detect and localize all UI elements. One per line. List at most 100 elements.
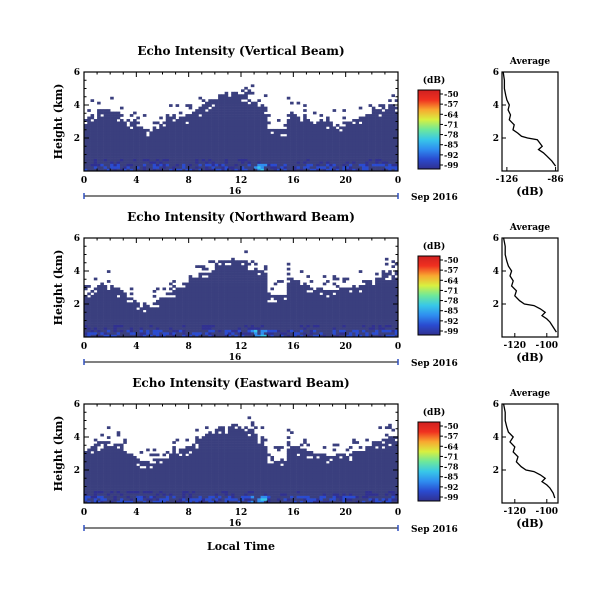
heatmap-cell (227, 158, 232, 162)
heatmap-cell (227, 131, 232, 135)
heatmap-cell (254, 299, 258, 303)
heatmap-cell (286, 146, 291, 150)
heatmap-cell (185, 309, 189, 313)
heatmap-cell (329, 334, 333, 338)
heatmap-cell (175, 119, 180, 122)
heatmap-cell (293, 161, 297, 164)
heatmap-cell (257, 322, 261, 325)
heatmap-cell (205, 136, 209, 140)
heatmap-cell (234, 138, 239, 142)
heatmap-cell (191, 138, 196, 142)
heatmap-cell (263, 299, 268, 303)
heatmap-cell (378, 128, 382, 132)
heatmap-cell (332, 317, 337, 320)
heatmap-cell (352, 143, 356, 147)
heatmap-cell (136, 168, 140, 172)
heatmap-cell (224, 131, 229, 135)
heatmap-cell (218, 111, 222, 115)
heatmap-cell (214, 163, 219, 167)
heatmap-cell (378, 292, 382, 296)
heatmap-cell (273, 143, 278, 147)
heatmap-cell (178, 119, 183, 122)
profile-x-label: (dB) (516, 351, 543, 364)
heatmap-cell (352, 168, 356, 172)
heatmap-cell (250, 158, 255, 162)
heatmap-cell (280, 143, 284, 147)
heatmap-cell (375, 299, 379, 303)
heatmap-cell (97, 289, 101, 293)
heatmap-cell (339, 299, 343, 303)
heatmap-cell (106, 458, 111, 462)
heatmap-cell (276, 141, 281, 145)
heatmap-cell (103, 287, 108, 291)
heatmap-cell (335, 297, 340, 301)
heatmap-cell (221, 161, 225, 164)
heatmap-cell (129, 309, 134, 313)
heatmap-cell (260, 158, 265, 162)
heatmap-cell (394, 319, 399, 323)
heatmap-cell (191, 297, 196, 301)
heatmap-cell (260, 141, 265, 145)
heatmap-cell (178, 148, 183, 152)
heatmap-cell (365, 146, 369, 150)
heatmap-cell (231, 289, 235, 293)
heatmap-cell (381, 299, 386, 303)
heatmap-cell (394, 148, 399, 152)
heatmap-cell (348, 329, 353, 333)
heatmap-cell (326, 297, 330, 301)
heatmap-cell (332, 302, 337, 306)
heatmap-cell (342, 136, 346, 140)
heatmap-cell (205, 322, 209, 325)
heatmap-cell (375, 287, 379, 291)
heatmap-cell (90, 158, 95, 162)
heatmap-cell (87, 324, 91, 328)
heatmap-cell (322, 317, 327, 320)
heatmap-cell (296, 131, 301, 135)
heatmap-cell (214, 151, 219, 154)
heatmap-cell (113, 121, 118, 125)
heatmap-cell (322, 136, 327, 140)
heatmap-cell (152, 133, 157, 137)
heatmap-cell (345, 309, 350, 313)
heatmap-cell (188, 334, 193, 338)
heatmap-cell (286, 151, 291, 154)
heatmap-cell (384, 126, 389, 130)
heatmap-cell (342, 287, 346, 291)
heatmap-cell (299, 143, 304, 147)
heatmap-cell (332, 282, 337, 286)
heatmap-cell (149, 314, 153, 318)
heatmap-cell (276, 294, 281, 298)
heatmap-cell (149, 131, 153, 135)
heatmap-cell (224, 267, 229, 271)
heatmap-cell (388, 285, 392, 288)
heatmap-cell (162, 287, 167, 291)
heatmap-cell (247, 158, 252, 162)
heatmap-cell (214, 327, 219, 330)
heatmap-cell (388, 161, 392, 164)
heatmap-cell (394, 156, 399, 159)
heatmap-cell (87, 332, 91, 335)
heatmap-cell (293, 123, 297, 127)
heatmap-cell (129, 121, 134, 125)
heatmap-cell (195, 151, 199, 154)
heatmap-cell (97, 123, 101, 127)
heatmap-cell (221, 297, 225, 301)
heatmap-cell (316, 163, 320, 167)
heatmap-cell (362, 143, 366, 147)
heatmap-cell (123, 480, 127, 484)
heatmap-cell (394, 297, 399, 301)
heatmap-cell (316, 131, 320, 135)
heatmap-cell (126, 493, 131, 496)
heatmap-cell (139, 327, 144, 330)
heatmap-cell (93, 438, 98, 442)
heatmap-cell (214, 101, 219, 105)
heatmap-cell (257, 297, 261, 301)
heatmap-cell (263, 314, 268, 318)
heatmap-cell (103, 317, 108, 320)
heatmap-cell (263, 322, 268, 325)
heatmap-cell (208, 126, 212, 130)
heatmap-cell (149, 334, 153, 338)
heatmap-cell (260, 143, 265, 147)
heatmap-cell (165, 163, 170, 167)
heatmap-cell (381, 304, 386, 308)
